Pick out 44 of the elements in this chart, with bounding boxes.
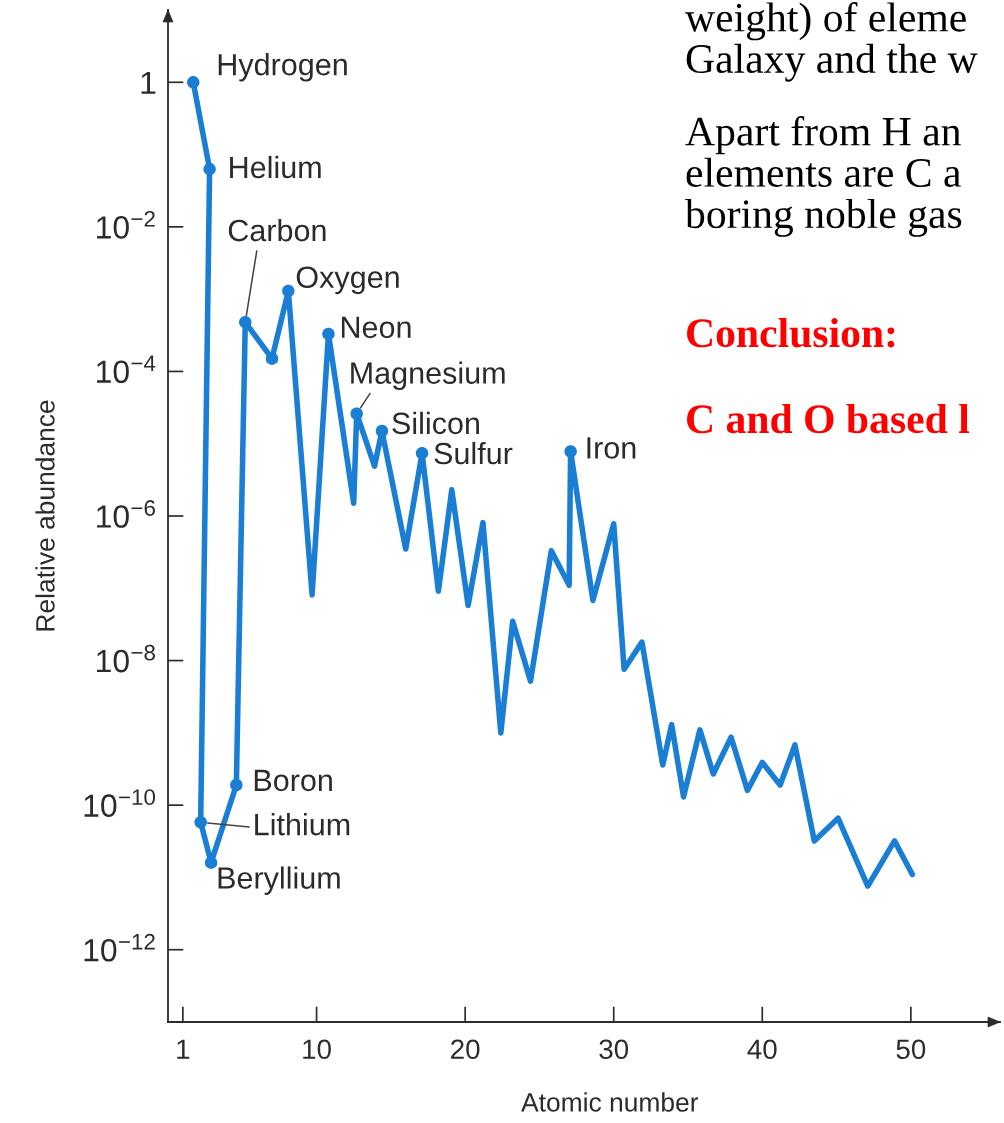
- point: [203, 162, 216, 176]
- point: [375, 424, 389, 438]
- point: [204, 856, 218, 869]
- x-tick-label: 40: [747, 1039, 777, 1060]
- x-tick-label: 1: [177, 1039, 190, 1059]
- annotation: weight) of eleme Galaxy and the w: [685, 2, 978, 82]
- point: [230, 778, 243, 792]
- annotation: Conclusion:: [687, 318, 895, 348]
- y-tick-label: 10$^{−4}$: [97, 355, 156, 384]
- x-tick-label: 50: [896, 1039, 926, 1060]
- annotation: Hydrogen: [218, 53, 347, 82]
- x-axis-title: Atomic number: [521, 1092, 699, 1112]
- point: [322, 327, 335, 341]
- point: [265, 352, 279, 365]
- annotation: C and O based l: [687, 404, 970, 434]
- y-tick-label: 10$^{−6}$: [97, 500, 155, 528]
- y-tick-label: 10$^{−12}$: [84, 933, 155, 962]
- y-tick-label: 10$^{−2}$: [97, 210, 155, 239]
- x-tick-label: 10: [303, 1039, 331, 1060]
- x-tick-label: 30: [599, 1039, 629, 1060]
- x-tick-label: 20: [451, 1039, 480, 1060]
- point: [282, 284, 295, 298]
- annotation: Oxygen: [296, 266, 399, 295]
- annotation: Neon: [341, 316, 411, 339]
- y-tick-label: 10$^{−8}$: [97, 644, 155, 673]
- annotation: Sulfur: [434, 441, 513, 465]
- y-tick-label: 1: [141, 71, 156, 94]
- point: [564, 445, 577, 458]
- annotation: Apart from H an elements are C a boring noble gas: [685, 116, 962, 237]
- annotation: Helium: [230, 155, 321, 179]
- point: [350, 407, 363, 420]
- y-tick-label: 10$^{−10}$: [84, 789, 156, 817]
- y-axis-title: Relative abundance: [35, 400, 55, 631]
- point: [194, 816, 207, 829]
- annotation: Magnesium: [351, 361, 505, 390]
- point: [415, 446, 429, 460]
- point: [187, 76, 200, 89]
- annotation: Beryllium: [218, 866, 340, 895]
- point: [239, 315, 252, 329]
- annotation: Carbon: [228, 218, 326, 242]
- annotation: Boron: [254, 769, 332, 792]
- annotation: Iron: [587, 437, 636, 459]
- annotation: Silicon: [392, 411, 479, 435]
- annotation: Lithium: [255, 813, 350, 836]
